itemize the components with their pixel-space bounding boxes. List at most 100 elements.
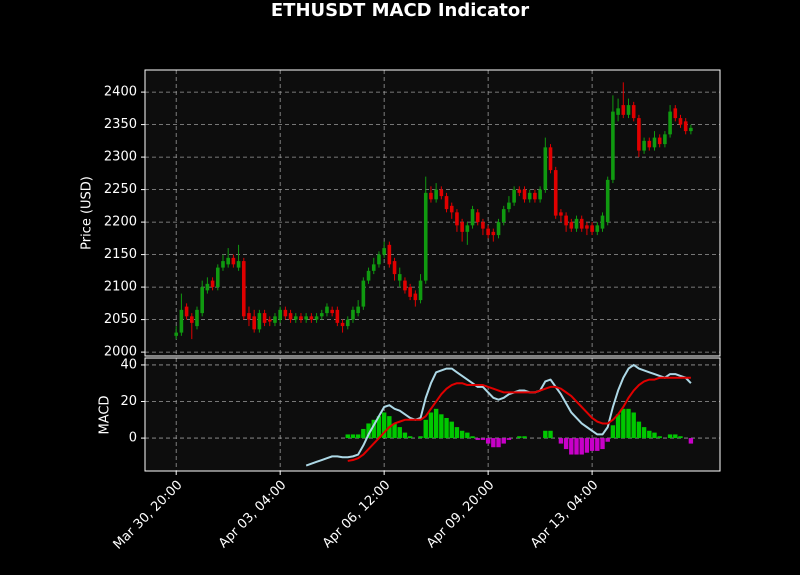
histogram-bar <box>688 438 694 444</box>
candle-body <box>257 313 262 330</box>
candle-body <box>184 306 189 317</box>
candle-body <box>517 189 522 193</box>
candle-body <box>361 280 366 307</box>
y-tick-label: 2250 <box>104 182 137 197</box>
histogram-bar <box>376 416 382 439</box>
histogram-bar <box>605 438 610 442</box>
candle-body <box>356 306 360 314</box>
histogram-bar <box>361 428 366 439</box>
candle-body <box>673 108 678 119</box>
histogram-bar <box>470 436 475 439</box>
candle-body <box>434 189 438 200</box>
histogram-bar <box>647 430 652 439</box>
candle-body <box>465 225 470 232</box>
histogram-bar <box>439 414 444 439</box>
candle-body <box>439 189 444 197</box>
plot-area <box>145 70 720 356</box>
chart-title: ETHUSDT MACD Indicator <box>271 0 529 21</box>
histogram-bar <box>475 438 480 440</box>
candle-body <box>366 270 371 281</box>
candle-body <box>559 212 563 216</box>
histogram-bar <box>563 438 569 450</box>
candle-body <box>496 222 501 236</box>
histogram-bar <box>652 432 657 439</box>
candle-body <box>455 212 459 226</box>
y-tick-label: 20 <box>120 394 137 409</box>
histogram-bar <box>496 438 501 448</box>
histogram-bar <box>673 434 678 439</box>
candle-body <box>377 254 381 265</box>
candle-body <box>548 147 553 171</box>
candle-body <box>241 261 246 317</box>
histogram-bar <box>371 419 376 439</box>
candle-body <box>267 319 272 322</box>
histogram-bar <box>621 408 626 439</box>
candle-body <box>330 309 334 314</box>
y-tick-label: 2000 <box>104 345 137 360</box>
candle-body <box>392 261 397 275</box>
candle-body <box>403 280 407 291</box>
candle-body <box>605 179 610 223</box>
histogram-bar <box>366 423 371 439</box>
candle-body <box>174 332 178 336</box>
candle-body <box>652 137 657 148</box>
histogram-bar <box>423 419 428 439</box>
candle-body <box>309 316 314 320</box>
candle-body <box>569 222 574 229</box>
histogram-bar <box>480 438 486 440</box>
y-tick-label: 0 <box>129 431 137 446</box>
candle-body <box>689 127 693 132</box>
candle-body <box>590 225 594 232</box>
candle-body <box>262 313 267 323</box>
histogram-bar <box>392 423 397 439</box>
axes-frame <box>144 69 721 357</box>
candle-body <box>444 196 449 210</box>
candle-body <box>595 225 600 232</box>
candle-body <box>616 108 620 115</box>
candle-body <box>345 319 350 327</box>
candle-body <box>507 202 511 210</box>
candle-body <box>533 192 537 200</box>
candle-body <box>611 111 615 180</box>
candle-body <box>543 147 548 190</box>
histogram-bar <box>444 417 449 439</box>
candle-body <box>314 316 319 320</box>
y-tick-label: 2150 <box>104 247 137 262</box>
histogram-bar <box>558 438 564 444</box>
candle-body <box>335 309 340 323</box>
y-axis-label: MACD <box>98 396 113 435</box>
candle-body <box>210 280 215 288</box>
histogram-bar <box>501 438 506 444</box>
histogram-bar <box>636 421 642 439</box>
candle-body <box>278 309 282 320</box>
candle-body <box>179 309 184 333</box>
histogram-bar <box>600 438 605 450</box>
candle-body <box>642 140 646 151</box>
candle-body <box>293 316 298 320</box>
histogram-bar <box>522 436 527 439</box>
candle-body <box>491 231 496 236</box>
candle-body <box>387 244 392 265</box>
histogram-bar <box>449 421 454 439</box>
histogram-bar <box>428 412 434 439</box>
histogram-bar <box>402 432 408 439</box>
histogram-bar <box>574 438 579 455</box>
candle-body <box>226 257 230 265</box>
candle-body <box>553 170 558 216</box>
candle-body <box>215 267 220 288</box>
candle-body <box>564 215 568 226</box>
candle-body <box>340 322 345 327</box>
candle-body <box>527 192 532 200</box>
candle-body <box>247 313 251 320</box>
candle-body <box>626 105 631 115</box>
candle-body <box>522 189 527 200</box>
histogram-bar <box>407 436 413 439</box>
candle-body <box>678 118 683 125</box>
histogram-bar <box>589 438 595 451</box>
candle-body <box>418 280 423 301</box>
histogram-bar <box>397 427 402 439</box>
y-tick-label: 2100 <box>104 280 137 295</box>
candle-body <box>501 209 506 223</box>
candle-body <box>460 222 464 232</box>
